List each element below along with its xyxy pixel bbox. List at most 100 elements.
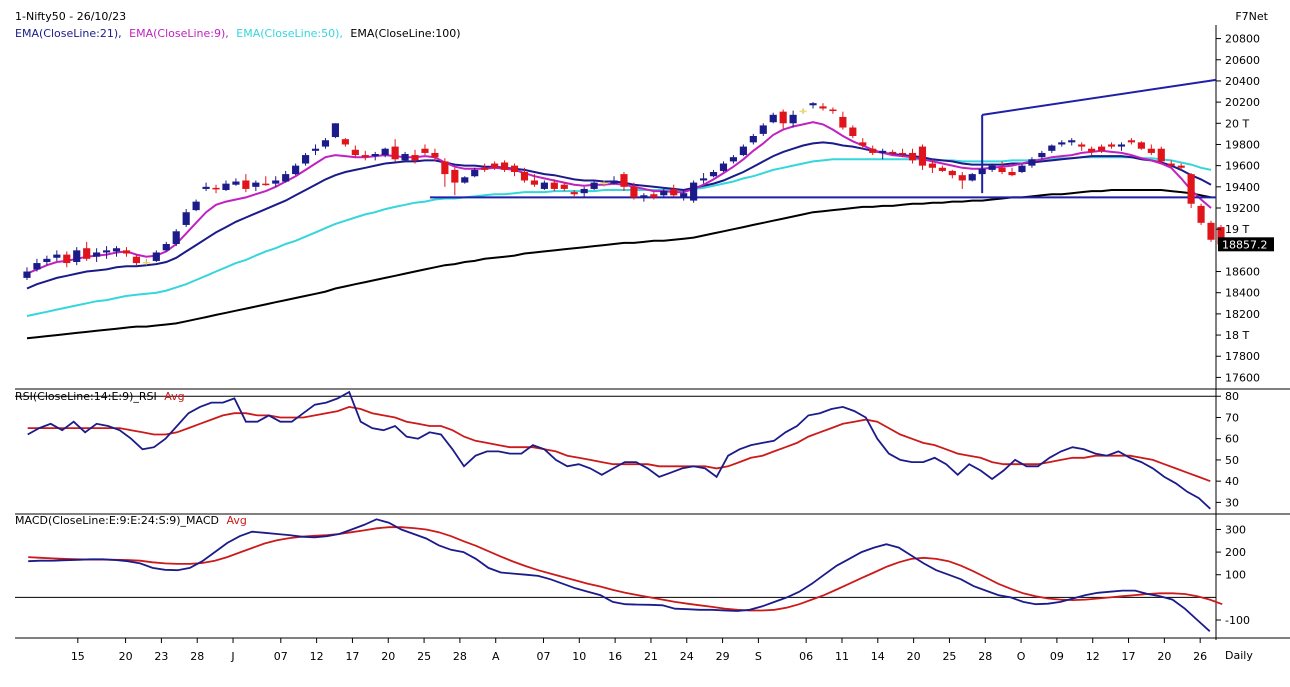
candle <box>63 251 71 268</box>
candle-body <box>590 182 598 189</box>
candle-body <box>1207 222 1215 240</box>
x-tick-label: 14 <box>871 650 885 663</box>
candle <box>789 110 797 128</box>
candle <box>292 163 300 176</box>
candle-body <box>550 182 558 189</box>
y-tick-label: 19400 <box>1225 181 1260 194</box>
x-tick-label: 28 <box>190 650 204 663</box>
x-tick-label: 20 <box>907 650 921 663</box>
candle-body <box>650 194 658 198</box>
candle <box>232 178 240 186</box>
candle-body <box>1167 163 1175 166</box>
candle <box>570 190 578 198</box>
candle-body <box>709 172 718 177</box>
candle <box>1048 144 1056 153</box>
candle <box>192 199 200 212</box>
candle-body <box>1088 148 1096 152</box>
candle-body <box>33 263 41 270</box>
candle-body <box>192 201 200 211</box>
candle-body <box>839 116 847 128</box>
x-tick-label: 11 <box>835 650 849 663</box>
candle <box>610 176 618 185</box>
candle <box>1197 203 1205 225</box>
x-tick-label: S <box>755 650 762 663</box>
period-label: Daily <box>1225 649 1253 662</box>
candle-body <box>680 193 688 198</box>
ema100-line <box>26 189 1212 340</box>
candle <box>1097 144 1106 153</box>
candle-body <box>341 139 349 145</box>
candle-body <box>640 195 648 198</box>
candle-body <box>789 114 797 124</box>
candle <box>43 255 51 266</box>
x-axis: 15 20 23 28 J 07 12 17 20 25 28 A 07 10 16 21 24 29 S 06 11 1… <box>71 638 1207 663</box>
candle-body <box>690 182 698 201</box>
candle-body <box>232 181 240 185</box>
candle <box>928 159 937 174</box>
y-tick-label: 19600 <box>1225 160 1260 173</box>
y-tick-label: 300 <box>1225 523 1246 536</box>
candle <box>83 241 91 261</box>
candle-body <box>53 254 61 258</box>
candle <box>182 209 190 228</box>
candle-body <box>1058 142 1066 145</box>
y-tick-label: 200 <box>1225 546 1246 559</box>
candle <box>53 250 61 261</box>
candle <box>819 103 827 111</box>
candles <box>23 102 1225 280</box>
candle <box>102 246 111 259</box>
candle-body <box>1018 165 1026 172</box>
candle-body <box>301 155 310 164</box>
candle-body <box>918 146 927 166</box>
macd-y-axis: 300 200 100 -100 <box>1216 523 1250 627</box>
candle-body <box>968 174 976 181</box>
candle <box>381 147 389 158</box>
legend-ema100: EMA(CloseLine:100) <box>350 27 460 40</box>
candle <box>202 182 210 192</box>
candle <box>729 155 738 164</box>
macd-lines <box>15 518 1223 632</box>
rsi-line <box>27 390 1211 510</box>
candle <box>1167 160 1175 168</box>
candle <box>719 161 728 172</box>
y-tick-label: 18 T <box>1225 329 1249 342</box>
candle-body <box>252 182 260 187</box>
candle <box>1177 163 1185 170</box>
candle-body <box>212 187 220 190</box>
candle-body <box>1217 227 1225 245</box>
x-tick-label: 09 <box>1050 650 1064 663</box>
candle <box>500 160 509 172</box>
candle <box>690 180 698 203</box>
candle <box>739 144 747 157</box>
y-tick-label: 18600 <box>1225 266 1260 279</box>
candle-body <box>520 172 529 181</box>
chart-frame <box>15 25 1290 640</box>
x-tick-label: 23 <box>154 650 168 663</box>
candle <box>938 165 946 172</box>
candle <box>1078 142 1086 151</box>
ema21-line <box>26 141 1212 290</box>
candle <box>650 192 658 200</box>
candle-body <box>391 146 399 160</box>
x-tick-label: J <box>230 650 234 663</box>
candle-body <box>879 150 887 153</box>
candle-body <box>292 165 300 175</box>
x-tick-label: 24 <box>680 650 694 663</box>
candle <box>411 149 419 164</box>
candle <box>431 148 439 162</box>
candle-body <box>401 154 409 161</box>
candle-body <box>491 163 499 168</box>
y-tick-label: 18200 <box>1225 308 1260 321</box>
candle-body <box>869 148 877 153</box>
candle <box>1187 173 1195 208</box>
x-tick-label: 25 <box>942 650 956 663</box>
candle-body <box>122 250 131 254</box>
candle-body <box>1177 165 1185 168</box>
candle <box>968 173 976 182</box>
candle-body <box>202 186 210 189</box>
x-tick-label: 20 <box>381 650 395 663</box>
candle <box>401 151 409 162</box>
ema50-line <box>26 156 1212 317</box>
candle-body <box>719 163 728 171</box>
